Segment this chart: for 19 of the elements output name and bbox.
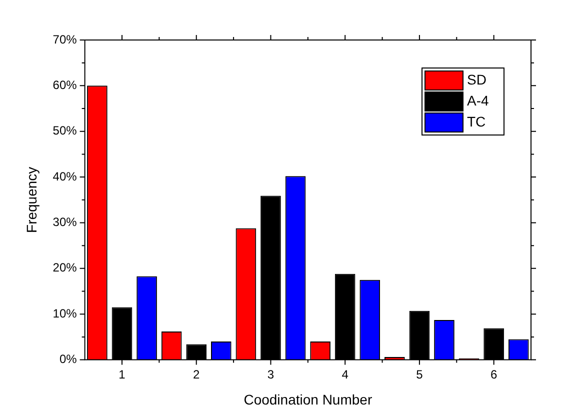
x-tick-label: 4 [342, 367, 349, 382]
y-axis-title: Frequency [23, 166, 40, 233]
y-tick-label: 60% [52, 78, 78, 92]
x-tick-label: 2 [193, 367, 200, 382]
legend-label: TC [467, 113, 486, 130]
legend-label: A-4 [467, 92, 489, 108]
x-tick-label: 6 [490, 367, 498, 382]
x-tick-label: 3 [267, 367, 274, 382]
y-tick-label: 20% [52, 260, 78, 275]
x-tick-label: 1 [118, 367, 126, 382]
y-tick-label: 0% [59, 352, 78, 366]
y-tick-label: 70% [52, 32, 78, 46]
legend-label: SD [467, 71, 486, 88]
y-tick-label: 40% [52, 169, 78, 184]
x-axis-title: Coodination Number [244, 391, 372, 408]
x-tick-label: 5 [416, 367, 424, 382]
y-tick-label: 50% [52, 124, 78, 138]
y-tick-label: 30% [52, 215, 78, 230]
y-tick-label: 10% [52, 306, 78, 320]
